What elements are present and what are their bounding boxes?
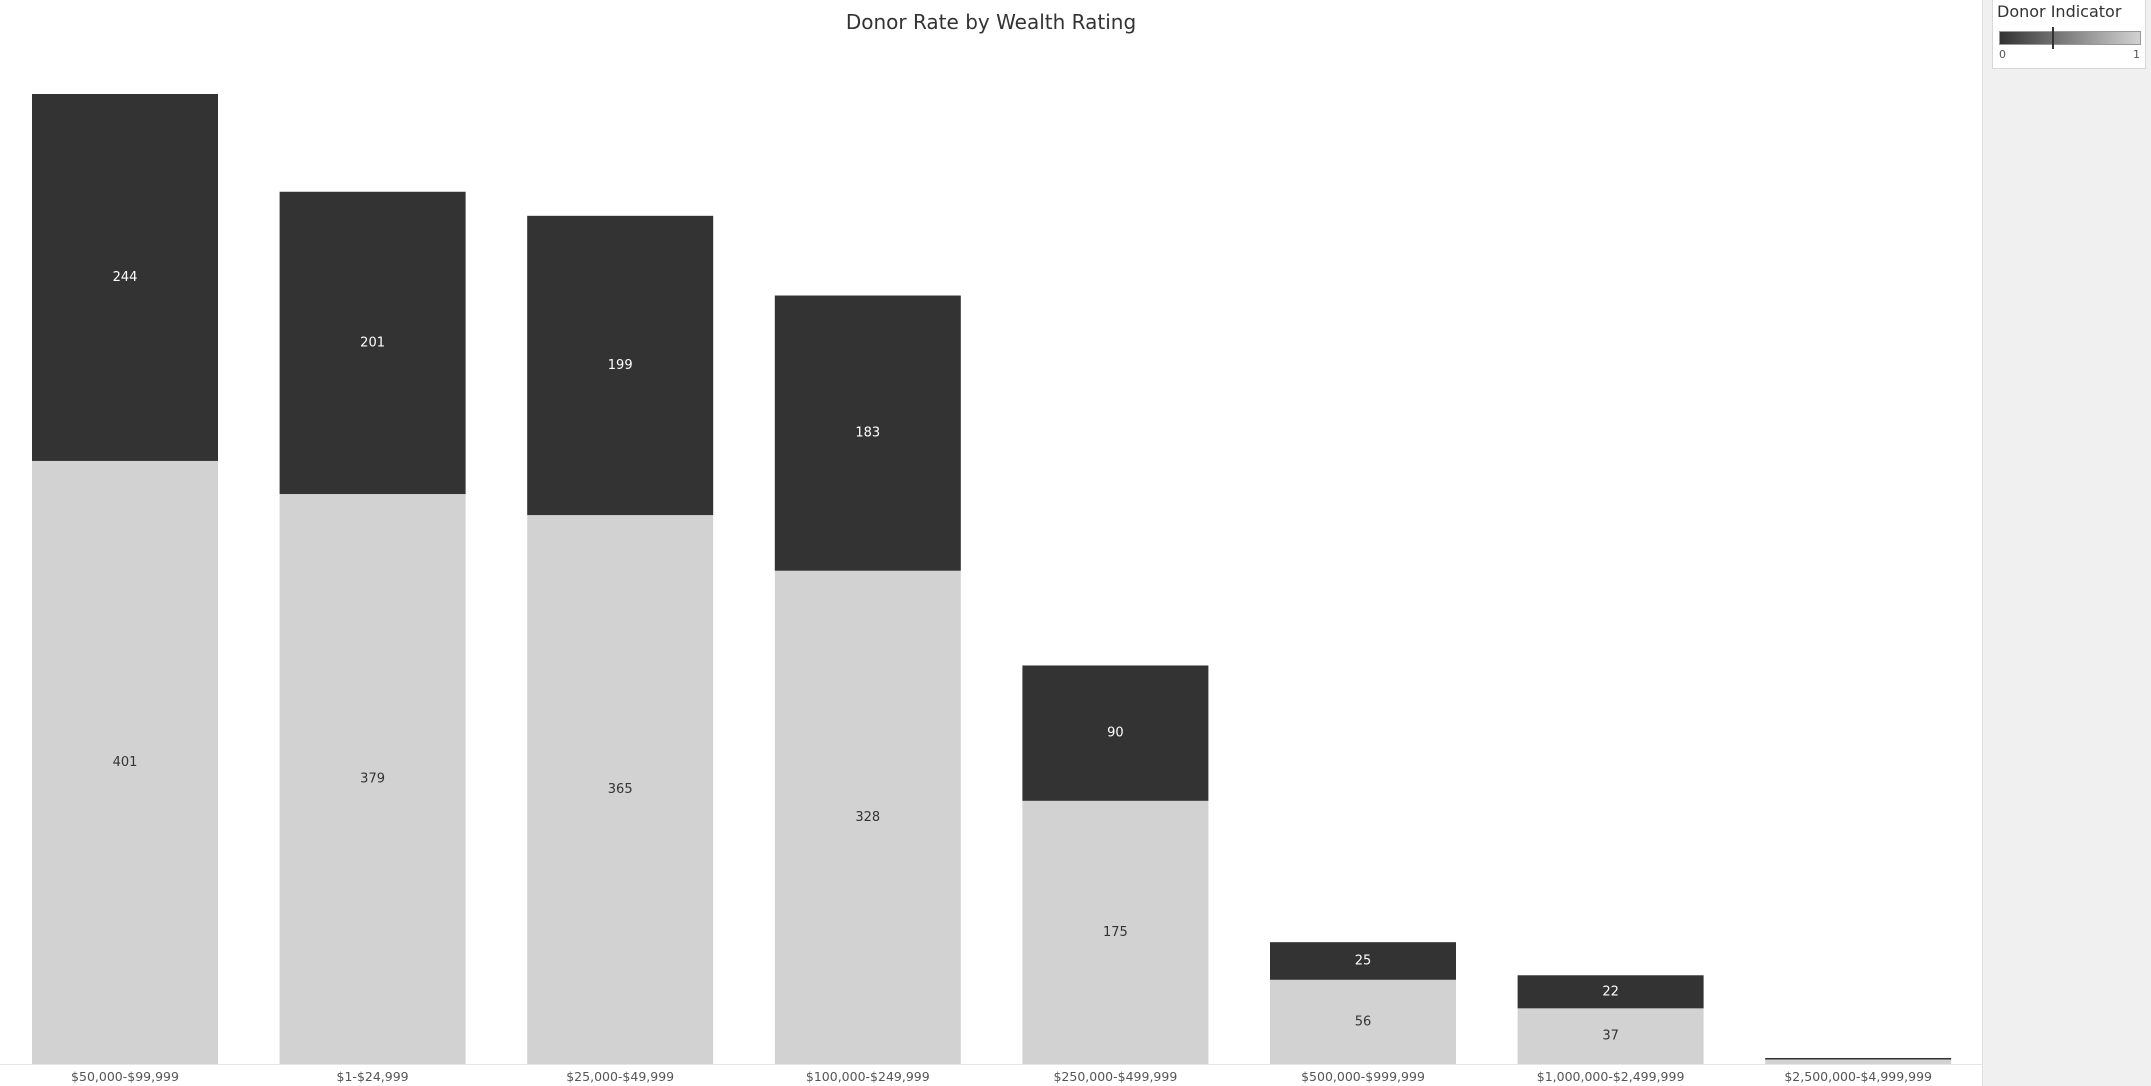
bar-segment-light-6[interactable]	[1517, 1008, 1704, 1064]
legend-panel: Donor Indicator 0 1	[1983, 0, 2151, 1086]
legend-max-label: 1	[2133, 48, 2140, 61]
bar-segment-light-0[interactable]	[32, 460, 218, 1064]
bar-segment-light-2[interactable]	[527, 515, 714, 1064]
legend-min-label: 0	[1999, 48, 2006, 61]
data-label-dark-1: 201	[360, 335, 385, 350]
x-tick-label-1: $1-$24,999	[337, 1069, 409, 1084]
bar-segment-dark-5[interactable]	[1270, 942, 1456, 980]
data-label-dark-5: 25	[1355, 953, 1372, 968]
data-label-light-5: 56	[1355, 1014, 1372, 1029]
data-label-light-4: 175	[1103, 925, 1128, 940]
bar-segment-dark-4[interactable]	[1022, 665, 1209, 801]
bar-segment-light-7[interactable]	[1765, 1059, 1952, 1064]
chart-area: Donor Rate by Wealth Rating 401 244 $50,00…	[0, 0, 1983, 1086]
data-label-dark-2: 199	[608, 358, 633, 373]
x-tick-label-3: $100,000-$249,999	[806, 1069, 930, 1084]
bar-segment-dark-2[interactable]	[527, 215, 714, 516]
x-tick-label-4: $250,000-$499,999	[1053, 1069, 1177, 1084]
bar-segment-dark-3[interactable]	[774, 295, 961, 571]
bar-segment-light-4[interactable]	[1022, 800, 1209, 1064]
bar-chart: 401 244 $50,000-$99,999 379 201 $1-$24,999 365…	[0, 94, 1982, 1084]
x-tick-label-5: $500,000-$999,999	[1301, 1069, 1425, 1084]
color-legend[interactable]: Donor Indicator 0 1	[1992, 0, 2146, 69]
data-label-light-0: 401	[113, 755, 138, 770]
data-label-light-2: 365	[608, 782, 633, 797]
bar-segment-light-3[interactable]	[774, 570, 961, 1064]
x-tick-label-7: $2,500,000-$4,999,999	[1784, 1069, 1932, 1084]
bar-segment-dark-1[interactable]	[279, 191, 466, 495]
chart-title: Donor Rate by Wealth Rating	[845, 10, 1137, 34]
data-label-dark-3: 183	[855, 426, 880, 441]
x-tick-label-2: $25,000-$49,999	[566, 1069, 674, 1084]
bar-segment-light-5[interactable]	[1270, 979, 1456, 1064]
data-label-light-3: 328	[855, 810, 880, 825]
x-tick-label-6: $1,000,000-$2,499,999	[1537, 1069, 1685, 1084]
bar-segment-dark-7[interactable]	[1765, 1057, 1952, 1060]
legend-color-ramp	[1999, 31, 2141, 45]
data-label-light-6: 37	[1602, 1029, 1619, 1044]
data-label-dark-6: 22	[1602, 984, 1619, 999]
legend-title: Donor Indicator	[1997, 2, 2122, 21]
bar-segment-dark-0[interactable]	[32, 94, 218, 461]
legend-marker	[2052, 27, 2055, 49]
data-label-dark-4: 90	[1107, 726, 1124, 741]
data-label-dark-0: 244	[113, 270, 138, 285]
bar-segment-dark-6[interactable]	[1517, 975, 1704, 1009]
x-tick-label-0: $50,000-$99,999	[71, 1069, 179, 1084]
bar-segment-light-1[interactable]	[279, 494, 466, 1064]
data-label-light-1: 379	[360, 772, 385, 787]
